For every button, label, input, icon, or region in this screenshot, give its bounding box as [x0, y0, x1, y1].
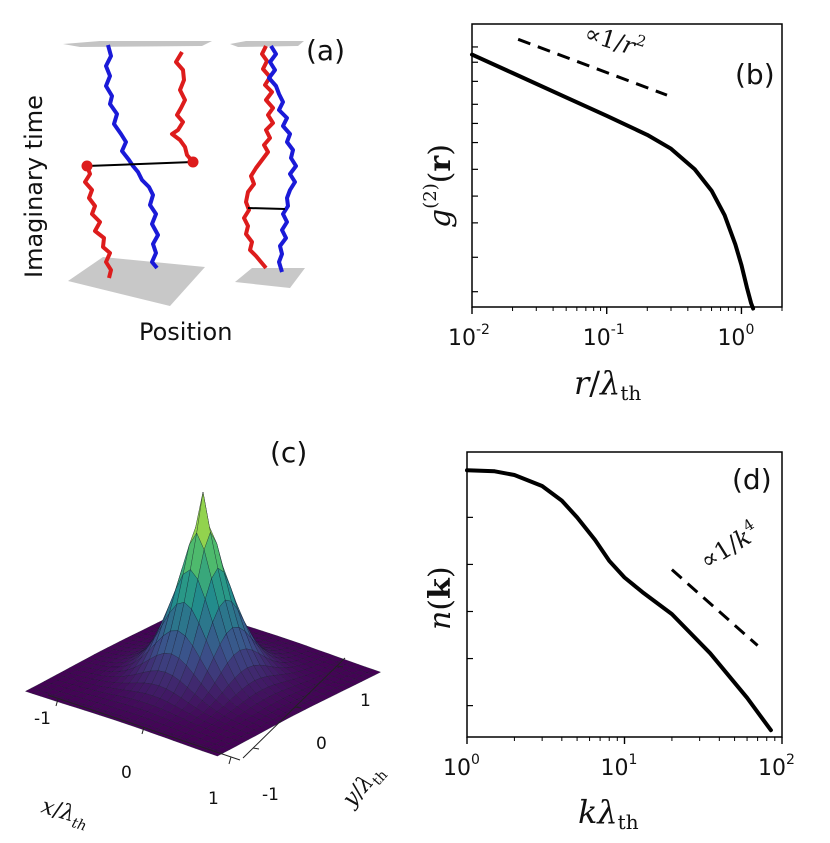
- panel-d-label: (d): [732, 463, 772, 496]
- x-tick-label-1: 10-1: [583, 322, 625, 351]
- plot-c-x-tick-2: [141, 726, 145, 735]
- plot-b-xlabel: r/λth: [574, 364, 641, 405]
- plot-b-frame: [471, 23, 783, 308]
- worldline-blue-right: [267, 44, 298, 273]
- panel-b-label: (b): [735, 58, 775, 91]
- panel-a: (a) Imaginary time Position: [20, 34, 345, 346]
- x-tick-label-1: 101: [601, 752, 638, 781]
- plot-c-y-tick-2: [294, 706, 302, 709]
- x-tick-label-2: 100: [717, 322, 754, 351]
- bead-left-b: [187, 156, 199, 168]
- position-label: Position: [139, 318, 232, 346]
- surface-plot-c: [24, 491, 382, 757]
- x-tick-label-2: 102: [758, 752, 795, 781]
- top-plane-right: [230, 41, 304, 47]
- interaction-link-right: [247, 207, 286, 210]
- plot-b-g2-curve: [470, 52, 756, 311]
- plot-b-ylabel: g(2)(r): [420, 144, 458, 228]
- top-plane-left: [63, 41, 212, 47]
- plot-c-y-tick-1: [252, 747, 260, 750]
- plot-c-ytick-label-2: 0: [316, 734, 327, 754]
- plot-d-y-ticks: [467, 516, 473, 707]
- worldline-blue-left: [104, 44, 160, 270]
- plot-d-reference-line: [670, 568, 759, 647]
- plot-c-ylabel: y/λth: [337, 759, 391, 814]
- plot-c-x-tick-1: [55, 698, 59, 707]
- plot-c-xtick-label-1: -1: [34, 709, 51, 729]
- plot-c-x-tick-3: [228, 756, 232, 765]
- panel-d: 100 101 102 (d) ∝1/k4 n(k) kλth: [423, 451, 795, 834]
- plot-c-xtick-label-3: 1: [208, 789, 219, 809]
- plot-b-y-ticks: [472, 46, 478, 293]
- bottom-plane-right: [235, 268, 305, 288]
- panel-c: (c) -1 0 1 -1 0 1 x/λth y/λth: [24, 436, 391, 835]
- imaginary-time-label: Imaginary time: [20, 95, 48, 278]
- interaction-link-left: [86, 161, 194, 167]
- bead-left-a: [81, 160, 93, 172]
- plot-d-ylabel: n(k): [423, 566, 458, 630]
- plot-d-nk-curve: [465, 468, 773, 733]
- bottom-plane-left: [68, 257, 205, 306]
- panel-c-label: (c): [270, 436, 307, 469]
- plot-c-y-tick-3: [336, 665, 344, 668]
- plot-c-ytick-label-1: -1: [262, 785, 279, 805]
- plot-c-y-axis: [242, 657, 346, 759]
- plot-b-x-ticks: 10-2 10-1 100: [448, 307, 783, 351]
- panel-b: 10-2 10-1 100 (b) ∝1/r2 g(2)(r) r/λth: [420, 16, 783, 405]
- panel-a-label: (a): [306, 34, 345, 67]
- plot-b-annotation: ∝1/r2: [581, 16, 648, 63]
- plot-c-xtick-label-2: 0: [121, 763, 132, 783]
- plot-b-reference-line: [517, 37, 668, 97]
- worldline-red-right: [242, 45, 275, 270]
- plot-d-xlabel: kλth: [578, 793, 639, 834]
- worldline-red-left-bottom: [83, 165, 113, 279]
- worldline-red-left-top: [170, 50, 195, 164]
- plot-d-annotation: ∝1/k4: [694, 515, 764, 575]
- plot-c-ytick-label-3: 1: [360, 691, 371, 711]
- plot-c-xlabel: x/λth: [37, 794, 92, 835]
- x-tick-label-0: 100: [443, 752, 480, 781]
- plot-d-x-ticks: 100 101 102: [443, 737, 795, 781]
- x-tick-label-0: 10-2: [448, 322, 490, 351]
